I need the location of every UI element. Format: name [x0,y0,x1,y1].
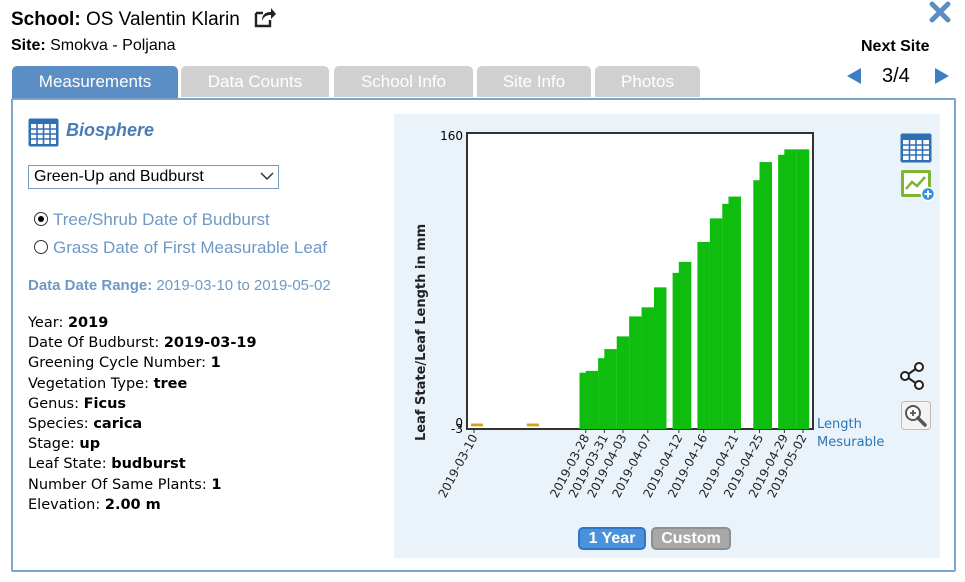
data-bar[interactable] [796,149,810,429]
protocol-select-value: Green-Up and Budburst [34,168,204,185]
custom-range-button[interactable]: Custom [651,527,731,550]
data-bar[interactable] [697,241,710,429]
data-bar[interactable] [678,261,692,429]
radio-label: Grass Date of First Measurable Leaf [53,238,328,257]
placeholder-bar [526,423,539,427]
site-name: Smokva - Poljana [50,37,176,54]
detail-leaf-state: Leaf State: budburst [28,456,186,473]
x-tick-labels: 2019-03-10 2019-03-282019-03-312019-04-03… [436,429,810,500]
bars-group [471,149,810,429]
detail-year: Year: 2019 [28,315,109,331]
tab-site-info[interactable]: Site Info [477,66,591,97]
data-bar[interactable] [653,287,667,429]
data-date-range: Data Date Range: 2019-03-10 to 2019-05-0… [28,277,331,294]
date-range-label: Data Date Range: [28,277,153,294]
detail-elevation: Elevation: 2.00 m [28,496,161,513]
external-link-icon[interactable] [253,6,277,28]
next-site-label: Next Site [861,38,930,55]
data-bar[interactable] [709,218,723,429]
share-icon[interactable] [899,362,927,390]
data-bar[interactable] [728,196,741,429]
data-bar[interactable] [604,349,617,429]
protocol-title: Biosphere [66,120,155,140]
one-year-button[interactable]: 1 Year [578,527,646,550]
legend-label-line1: Length [817,417,862,432]
detail-genus: Genus: Ficus [28,395,127,412]
radio-tree-budburst[interactable]: Tree/Shrub Date of Budburst [34,210,270,230]
detail-date-of-budburst: Date Of Budburst: 2019-03-19 [28,335,257,352]
detail-stage: Stage: up [28,436,101,453]
data-bar[interactable] [616,336,630,429]
y-tick-max: 160 [440,129,463,143]
y-tick-zero: 0 [455,416,463,430]
add-chart-icon[interactable] [900,169,936,201]
legend-label-line2: Mesurable [817,435,884,450]
school-label: School: [11,9,81,30]
tab-photos[interactable]: Photos [595,66,700,97]
table-icon[interactable] [900,133,932,163]
x-tick-label: 2019-03-10 [436,432,481,500]
record-details: Year: 2019 Date Of Budburst: 2019-03-19 … [28,313,257,515]
zoom-icon[interactable] [901,401,931,430]
tab-measurements[interactable]: Measurements [12,66,178,100]
site-counter: 3/4 [882,65,910,87]
close-icon[interactable] [928,0,952,24]
chevron-down-icon [260,172,274,181]
placeholder-bar [471,423,483,427]
radio-label: Tree/Shrub Date of Budburst [53,210,270,229]
data-bar[interactable] [759,162,773,429]
site-label: Site: [11,37,46,54]
detail-species: Species: carica [28,416,143,433]
y-axis-label: Leaf State/Leaf Length in mm [414,224,429,441]
radio-button-checked[interactable] [34,212,48,226]
date-range-value: 2019-03-10 to 2019-05-02 [156,277,331,294]
tab-data-counts[interactable]: Data Counts [181,66,329,97]
bar-chart: 2019-03-10 2019-03-282019-03-312019-04-03… [414,129,884,500]
data-bar[interactable] [784,149,797,429]
site-heading: Site: Smokva - Poljana [11,37,176,55]
detail-same-plants: Number Of Same Plants: 1 [28,476,222,493]
protocol-select[interactable]: Green-Up and Budburst [28,165,279,189]
radio-grass-leaf[interactable]: Grass Date of First Measurable Leaf [34,238,327,258]
data-bar[interactable] [641,307,655,429]
y-tick-min: -3 [451,422,463,436]
triangle-left-icon[interactable] [845,67,863,85]
triangle-right-icon[interactable] [933,67,951,85]
detail-vegetation-type: Vegetation Type: tree [28,375,188,392]
table-icon [28,118,59,147]
school-name: OS Valentin Klarin [85,9,240,30]
data-bar[interactable] [585,370,599,429]
data-bar[interactable] [629,316,642,429]
radio-button[interactable] [34,240,48,254]
detail-greening-cycle: Greening Cycle Number: 1 [28,355,221,372]
tab-school-info[interactable]: School Info [334,66,473,97]
school-heading: School: OS Valentin Klarin [11,6,277,31]
